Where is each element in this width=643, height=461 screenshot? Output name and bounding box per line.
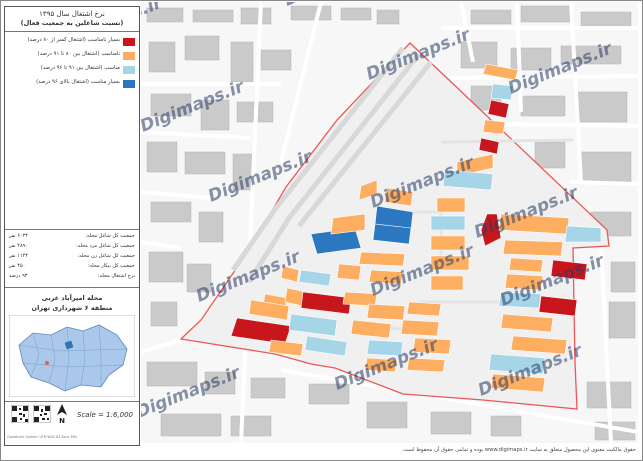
divider bbox=[5, 287, 139, 288]
parcel-poor bbox=[364, 357, 398, 373]
scale-label: Scale = 1:6,000 bbox=[77, 411, 133, 419]
stat-value: ۱۱۴۴ نفر bbox=[9, 253, 29, 259]
divider bbox=[5, 401, 139, 402]
parcel-poor bbox=[384, 187, 414, 207]
parcel-poor bbox=[366, 303, 406, 321]
parcel-very-good bbox=[372, 223, 412, 245]
parcel-poor bbox=[350, 319, 392, 339]
parcel-very-poor bbox=[480, 213, 502, 247]
legend-label: بسیار نامناسب (اشتغال کمتر از ۸۰ درصد) bbox=[27, 37, 120, 43]
parcel-good bbox=[490, 83, 514, 101]
parcel-good bbox=[442, 169, 494, 191]
credit-text: Coordinate System: UTM WGS 84 Zone 39N bbox=[7, 435, 77, 439]
stat-label: جمعیت کل شاغل مرد محله: bbox=[75, 243, 135, 249]
parcel-good bbox=[304, 335, 348, 357]
legend-panel: نرخ اشتغال سال ۱۳۹۵ (نسبت شاغلین به جمعی… bbox=[4, 6, 140, 446]
parcel-poor bbox=[508, 257, 544, 273]
tehran-locator-map bbox=[9, 315, 135, 397]
divider bbox=[5, 31, 139, 32]
qr-code-icon bbox=[11, 405, 29, 423]
parcel-good bbox=[498, 291, 542, 309]
legend-label: مناسب (اشتغال بین ۹۱ تا ۹۶ درصد) bbox=[40, 65, 120, 71]
parcel-poor bbox=[330, 213, 366, 235]
qr-code-icon bbox=[33, 405, 51, 423]
parcel-poor bbox=[336, 263, 362, 281]
parcel-poor bbox=[400, 319, 440, 337]
stat-value: ۶۰۳۴ نفر bbox=[9, 233, 29, 239]
stat-row: جمعیت کل بیکار محله: ۴۵۰ نفر bbox=[9, 263, 135, 272]
parcel-poor bbox=[406, 301, 442, 317]
parcel-poor bbox=[248, 299, 290, 321]
parcel-poor bbox=[280, 265, 300, 283]
legend-item-good: مناسب (اشتغال بین ۹۱ تا ۹۶ درصد) bbox=[9, 65, 135, 75]
parcel-poor bbox=[504, 273, 544, 291]
parcel-very-poor bbox=[478, 137, 500, 155]
neighborhood-marker bbox=[45, 361, 49, 365]
parcel-poor bbox=[510, 335, 568, 355]
map-title: نرخ اشتغال سال ۱۳۹۵ bbox=[39, 10, 105, 18]
legend-swatch bbox=[123, 52, 135, 60]
parcel-poor bbox=[358, 251, 406, 267]
stat-row: جمعیت کل شاغل محله: ۶۰۳۴ نفر bbox=[9, 233, 135, 242]
parcel-very-poor bbox=[487, 99, 510, 119]
legend-swatch bbox=[123, 80, 135, 88]
parcel-good bbox=[366, 339, 404, 357]
legend-item-very-poor: بسیار نامناسب (اشتغال کمتر از ۸۰ درصد) bbox=[9, 37, 135, 47]
stat-value: ۴۸۹۰ نفر bbox=[9, 243, 29, 249]
stat-row: نرخ اشتغال محله: ۹۳ درصد bbox=[9, 273, 135, 282]
highway-strip bbox=[230, 46, 433, 284]
stat-row: جمعیت کل شاغل زن محله: ۱۱۴۴ نفر bbox=[9, 253, 135, 262]
parcel-poor bbox=[358, 179, 378, 201]
parcel-layer bbox=[230, 63, 602, 393]
parcel-poor bbox=[482, 63, 519, 81]
north-label: N bbox=[59, 417, 65, 425]
stat-row: جمعیت کل شاغل مرد محله: ۴۸۹۰ نفر bbox=[9, 243, 135, 252]
stat-label: جمعیت کل شاغل محله: bbox=[85, 233, 135, 239]
parcel-good bbox=[564, 225, 602, 243]
legend-label: بسیار مناسب (اشتغال بالای ۹۶ درصد) bbox=[36, 79, 120, 85]
north-arrow-icon: N bbox=[57, 404, 67, 425]
divider bbox=[5, 229, 139, 230]
neighborhood-name: محله امیرآباد غربی bbox=[41, 294, 103, 302]
parcel-poor bbox=[436, 197, 466, 213]
copyright-footer: حقوق مالکیت معنوی این محصول متعلق به سای… bbox=[402, 447, 636, 453]
legend-label: نامناسب (اشتغال بین ۸۰ تا ۹۱ درصد) bbox=[37, 51, 120, 57]
district-lines bbox=[18, 324, 128, 392]
stat-label: جمعیت کل شاغل زن محله: bbox=[77, 253, 135, 259]
map-subtitle: (نسبت شاغلین به جمعیت فعال) bbox=[20, 19, 124, 27]
stat-value: ۴۵۰ نفر bbox=[9, 263, 26, 269]
legend-swatch bbox=[123, 66, 135, 74]
district-name: منطقه ۶ شهرداری تهران bbox=[31, 304, 113, 312]
parcel-poor bbox=[412, 337, 452, 355]
parcel-poor bbox=[406, 357, 446, 373]
parcel-poor bbox=[430, 255, 470, 271]
legend-item-very-good: بسیار مناسب (اشتغال بالای ۹۶ درصد) bbox=[9, 79, 135, 89]
basemap-roads bbox=[141, 2, 638, 443]
parcel-poor bbox=[268, 339, 304, 357]
stat-label: جمعیت کل بیکار محله: bbox=[87, 263, 135, 269]
parcel-poor bbox=[482, 119, 506, 135]
parcel-very-poor bbox=[550, 259, 588, 281]
legend-item-poor: نامناسب (اشتغال بین ۸۰ تا ۹۱ درصد) bbox=[9, 51, 135, 61]
parcel-poor bbox=[490, 373, 546, 393]
parcel-good bbox=[298, 269, 332, 287]
stat-label: نرخ اشتغال محله: bbox=[97, 273, 135, 279]
parcel-poor bbox=[430, 235, 466, 251]
district-6-highlight bbox=[64, 340, 74, 350]
stat-value: ۹۳ درصد bbox=[9, 273, 28, 279]
parcel-good bbox=[288, 313, 338, 337]
parcel-poor bbox=[430, 275, 464, 291]
parcel-very-poor bbox=[300, 291, 352, 315]
parcel-poor bbox=[368, 269, 404, 285]
parcel-poor bbox=[500, 313, 554, 333]
parcel-poor bbox=[502, 239, 564, 257]
parcel-very-poor bbox=[538, 295, 578, 317]
parcel-good bbox=[488, 353, 546, 375]
parcel-good bbox=[430, 215, 466, 231]
legend-swatch bbox=[123, 38, 135, 46]
